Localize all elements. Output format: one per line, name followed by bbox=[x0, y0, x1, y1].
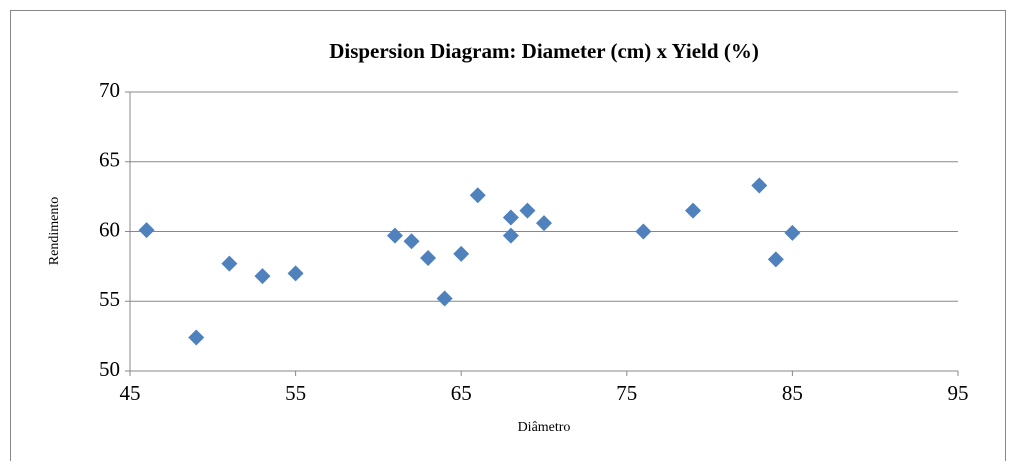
point bbox=[635, 223, 652, 240]
point bbox=[436, 290, 453, 307]
point bbox=[453, 245, 470, 262]
point bbox=[784, 224, 801, 241]
point bbox=[536, 215, 552, 232]
y-tick-label: 65 bbox=[99, 148, 120, 172]
chart-title: Dispersion Diagram: Diameter (cm) x Yiel… bbox=[329, 39, 759, 63]
x-tick-label: 45 bbox=[120, 381, 141, 405]
point bbox=[469, 187, 486, 204]
point bbox=[287, 265, 304, 282]
x-tick-label: 95 bbox=[948, 381, 969, 405]
x-axis-label: Diâmetro bbox=[518, 420, 571, 435]
x-tick-label: 85 bbox=[782, 381, 803, 405]
point bbox=[138, 222, 155, 239]
point bbox=[519, 202, 536, 219]
y-tick-label: 60 bbox=[99, 217, 120, 241]
point bbox=[221, 255, 238, 272]
x-tick-label: 75 bbox=[616, 381, 637, 405]
point bbox=[420, 250, 437, 267]
point bbox=[751, 177, 768, 194]
point bbox=[386, 227, 403, 244]
x-tick-label: 55 bbox=[285, 381, 306, 405]
point bbox=[254, 268, 271, 285]
y-tick-label: 50 bbox=[99, 357, 120, 381]
y-axis-label: Rendimento bbox=[47, 197, 62, 265]
point bbox=[188, 329, 205, 346]
x-tick-label: 65 bbox=[451, 381, 472, 405]
point bbox=[502, 227, 519, 244]
point bbox=[767, 251, 784, 268]
point bbox=[685, 202, 702, 219]
point bbox=[502, 209, 519, 226]
point bbox=[403, 233, 420, 250]
y-tick-label: 70 bbox=[99, 78, 120, 102]
y-tick-label: 55 bbox=[99, 287, 120, 311]
